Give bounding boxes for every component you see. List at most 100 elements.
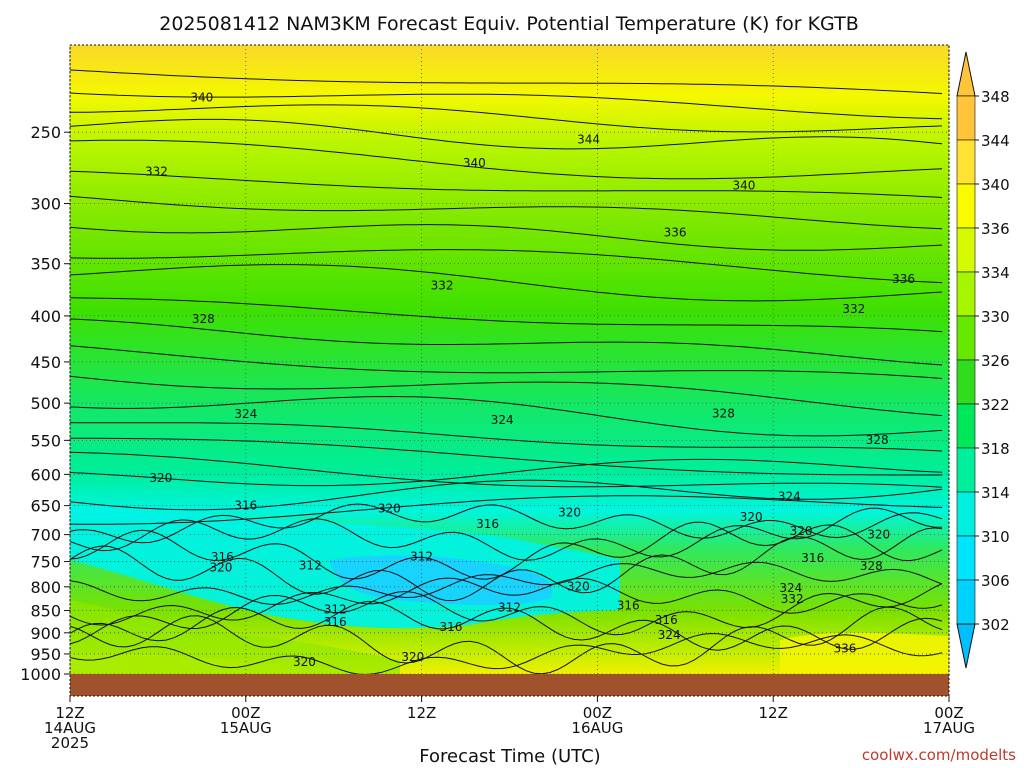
x-tick-label: 16AUG	[571, 719, 623, 737]
contour-label: 340	[190, 91, 213, 105]
isoline	[70, 495, 943, 525]
contour-label: 320	[740, 510, 763, 524]
contour-label-text: 320	[149, 471, 172, 485]
contour-label: 312	[498, 601, 521, 615]
y-axis: 250 300 350 400 450 500 550 600 650 700 750 800 850 9…	[20, 123, 70, 684]
contour-label: 324	[234, 407, 257, 421]
contour-label-text: 316	[655, 613, 678, 627]
colorbar-segment	[956, 535, 976, 581]
contour-labels: 340 340 344 332 340 336 332 336 332 328 324 324 328 3…	[145, 91, 915, 669]
contour-label: 344	[577, 132, 600, 146]
x-tick-label: 00Z	[583, 704, 612, 722]
colorbar-segment	[956, 315, 976, 361]
contour-label-text: 312	[299, 558, 322, 572]
isoline	[70, 451, 943, 488]
colorbar-top-arrow	[956, 51, 976, 97]
contour-label-text: 332	[431, 279, 454, 293]
y-tick-label: 900	[30, 624, 61, 643]
isoline	[70, 92, 943, 120]
contour-label-text: 332	[145, 165, 168, 179]
isoline	[70, 224, 943, 251]
isolines	[70, 69, 943, 674]
isoline	[70, 437, 942, 476]
colorbar-label: 314	[981, 484, 1010, 502]
contour-label-text: 316	[234, 498, 257, 512]
contour-label-text: 328	[866, 433, 889, 447]
contour-label: 316	[617, 599, 640, 613]
x-tick-label: 12Z	[759, 704, 788, 722]
isoline	[70, 632, 943, 674]
colorbar-segment	[956, 227, 976, 273]
colorbar-label: 326	[981, 352, 1010, 370]
contour-label: 316	[476, 517, 499, 531]
isoline	[70, 479, 943, 511]
isoline	[70, 527, 943, 602]
contour-label-text: 320	[401, 650, 424, 664]
colorbar-label: 348	[981, 88, 1010, 106]
colorbar-label: 344	[981, 132, 1010, 150]
contour-label: 316	[801, 551, 824, 565]
contour-label: 316	[324, 615, 347, 629]
contour-label: 320	[293, 655, 316, 669]
contour-label-text: 316	[801, 551, 824, 565]
contour-label: 340	[463, 156, 486, 170]
contour-label: 316	[439, 620, 462, 634]
x-tick-label: 00Z	[934, 704, 963, 722]
colorbar-label: 322	[981, 396, 1010, 414]
colorbar-segment	[956, 139, 976, 185]
colorbar-segment	[956, 359, 976, 405]
x-tick-label: 12Z	[55, 704, 84, 722]
y-tick-label: 950	[30, 645, 61, 664]
contour-label-text: 324	[234, 407, 257, 421]
contour-label-text: 336	[664, 226, 687, 240]
y-tick-label: 550	[30, 431, 61, 450]
contour-label: 324	[658, 628, 681, 642]
isoline	[70, 249, 943, 284]
colorbar-label: 310	[981, 528, 1010, 546]
contour-label-text: 312	[410, 549, 433, 563]
isoline	[70, 507, 943, 561]
y-tick-label: 600	[30, 465, 61, 484]
y-tick-label: 300	[30, 194, 61, 213]
colorbar-segment	[956, 447, 976, 493]
contour-label-text: 336	[834, 642, 857, 656]
contour-label-text: 320	[740, 510, 763, 524]
colorbar-label: 302	[981, 616, 1010, 634]
contour-label-text: 324	[778, 489, 801, 503]
x-tick-label: 15AUG	[220, 719, 272, 737]
x-axis-label: Forecast Time (UTC)	[419, 746, 600, 767]
contour-label-text: 320	[293, 655, 316, 669]
contour-label: 336	[892, 272, 915, 286]
isoline	[70, 318, 943, 366]
y-tick-label: 500	[30, 394, 61, 413]
contour-label-text: 320	[867, 527, 890, 541]
colorbar-bottom-arrow	[956, 623, 976, 669]
x-tick-label: 14AUG	[44, 719, 96, 737]
contour-label: 328	[712, 406, 735, 420]
contour-label-text: 324	[658, 628, 681, 642]
contour-label-text: 316	[439, 620, 462, 634]
isoline	[70, 458, 943, 487]
isoline	[70, 139, 943, 180]
y-tick-label: 400	[30, 307, 61, 326]
colorbar-segment	[956, 183, 976, 229]
contour-label-text: 340	[190, 91, 213, 105]
contour-label: 320	[378, 501, 401, 515]
contour-label-text: 328	[860, 559, 883, 573]
contour-label-text: 316	[211, 550, 234, 564]
contour-label-text: 344	[577, 132, 600, 146]
colorbar-segment	[956, 579, 976, 625]
x-tick-label: 12Z	[407, 704, 436, 722]
contour-label: 320	[790, 524, 813, 538]
contour-label-text: 328	[712, 406, 735, 420]
isoline	[70, 577, 943, 626]
plot-area: 340 340 344 332 340 336 332 336 332 328 324 324 328 3…	[69, 44, 950, 697]
colorbar-segment	[956, 271, 976, 317]
contour-label: 324	[779, 581, 802, 595]
contour-label: 320	[558, 506, 581, 520]
isoline	[70, 601, 943, 651]
contour-label-text: 316	[617, 599, 640, 613]
contour-label-text: 316	[324, 615, 347, 629]
contour-label: 336	[834, 642, 857, 656]
